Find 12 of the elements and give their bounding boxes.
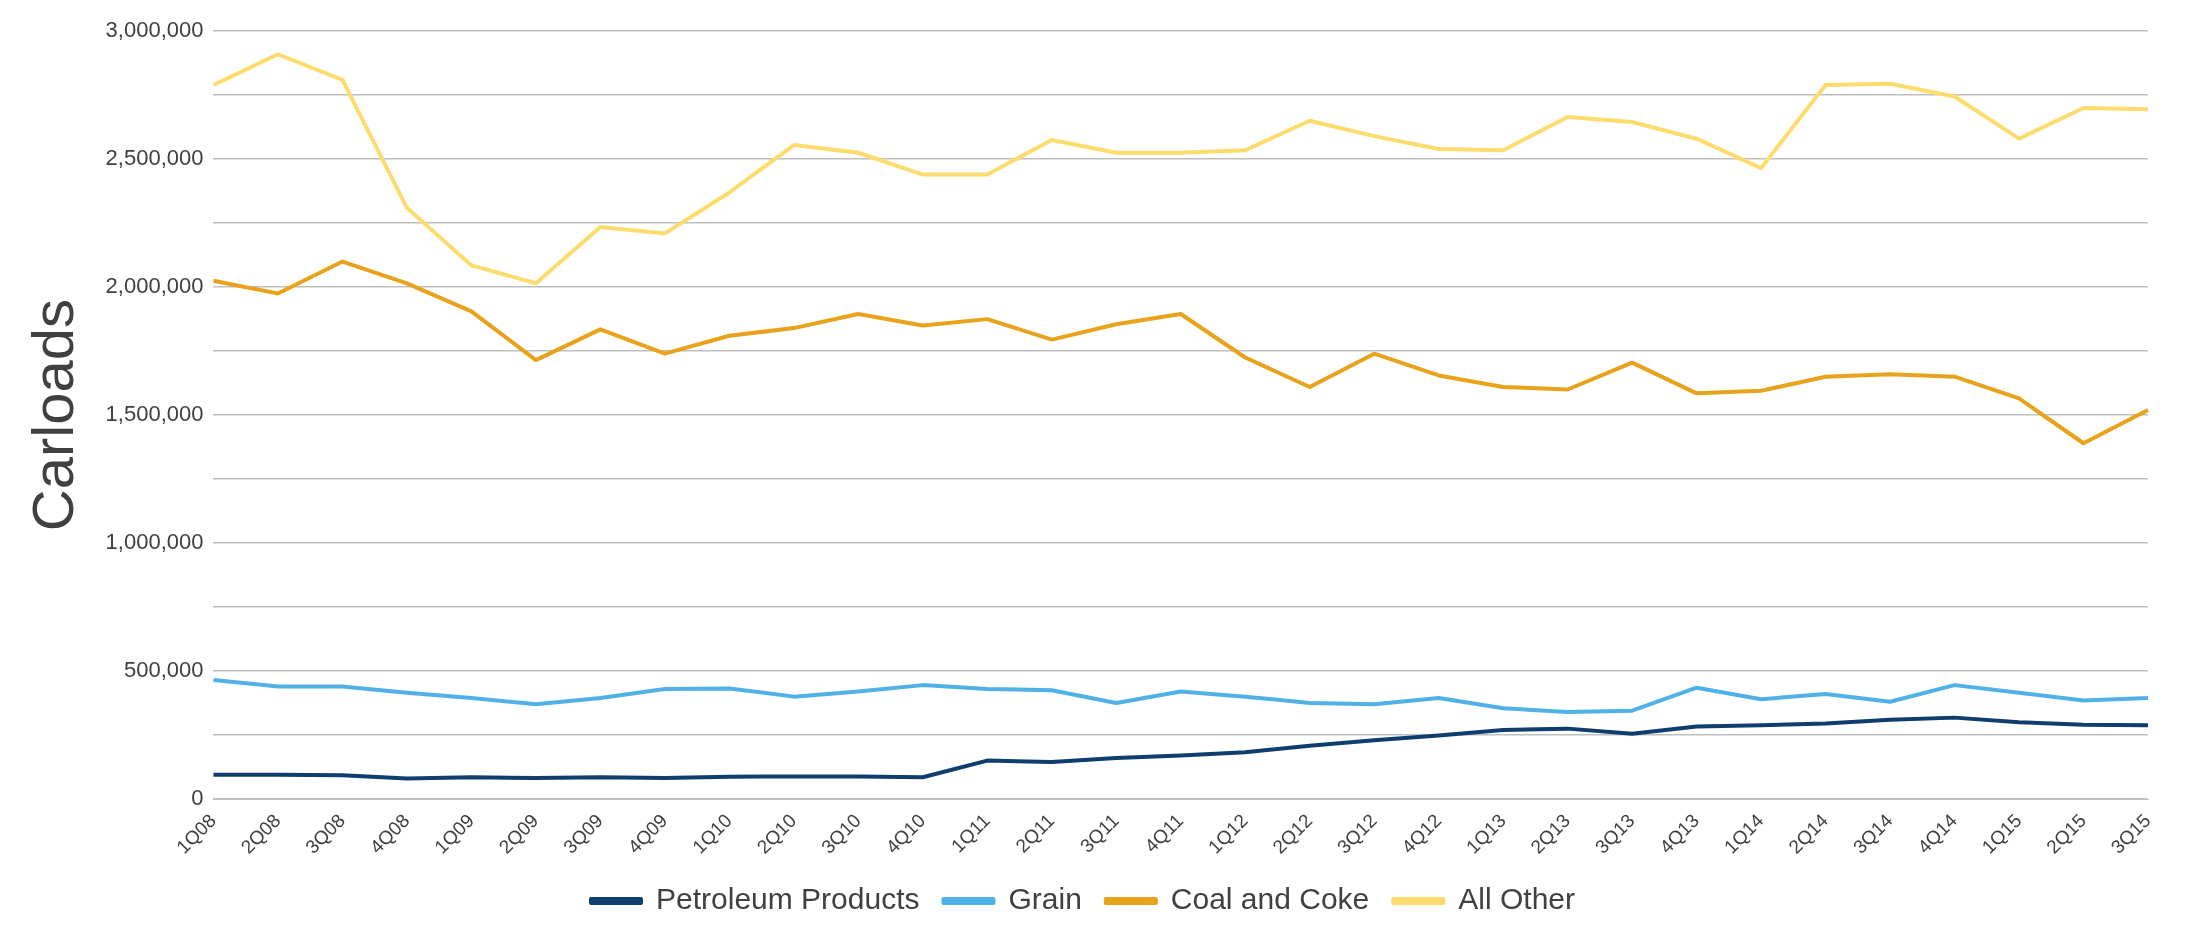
y-tick-label: 1,500,000 [105, 401, 204, 427]
y-tick-label: 2,500,000 [105, 145, 204, 171]
y-axis-title: Carloads [19, 299, 85, 532]
legend-label: Grain [1008, 882, 1082, 916]
legend-label: All Other [1458, 882, 1575, 916]
y-tick-label: 500,000 [123, 657, 204, 683]
y-tick-label: 0 [191, 785, 204, 811]
legend-label: Petroleum Products [656, 882, 920, 916]
y-tick-label: 1,000,000 [105, 529, 204, 555]
y-tick-label: 3,000,000 [105, 17, 204, 43]
y-tick-label: 2,000,000 [105, 273, 204, 299]
legend-label: Coal and Coke [1170, 882, 1370, 916]
